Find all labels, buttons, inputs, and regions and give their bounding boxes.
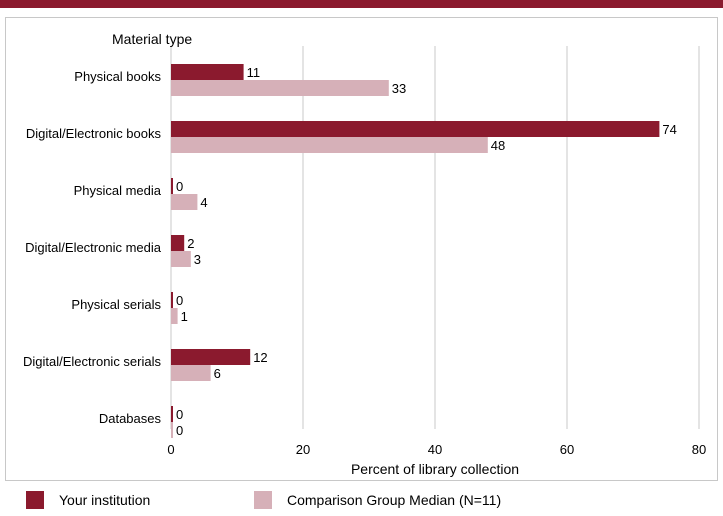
bar-institution-2: [171, 178, 173, 194]
data-label-comparison-3: 3: [194, 252, 201, 267]
bar-institution-5: [171, 349, 251, 365]
legend-item-institution: Your institution: [26, 488, 150, 512]
x-tick-label-20: 20: [296, 442, 310, 457]
data-label-comparison-6: 0: [176, 423, 183, 438]
top-accent-bar: [0, 0, 723, 8]
bar-institution-0: [171, 64, 244, 80]
bar-comparison-0: [171, 80, 389, 96]
bar-comparison-3: [171, 251, 191, 267]
data-label-comparison-5: 6: [214, 366, 221, 381]
data-label-comparison-4: 1: [181, 309, 188, 324]
data-label-comparison-1: 48: [491, 138, 505, 153]
bar-institution-4: [171, 292, 173, 308]
x-tick-label-40: 40: [428, 442, 442, 457]
x-tick-label-80: 80: [692, 442, 706, 457]
category-label-0: Physical books: [74, 69, 161, 84]
category-label-4: Physical serials: [71, 297, 161, 312]
bar-institution-1: [171, 121, 660, 137]
data-label-institution-0: 11: [247, 65, 261, 80]
chart-legend: Your institution Comparison Group Median…: [0, 488, 723, 512]
legend-swatch-comparison: [254, 491, 272, 509]
data-label-institution-1: 74: [662, 122, 676, 137]
category-label-6: Databases: [99, 411, 162, 426]
data-label-comparison-0: 33: [392, 81, 406, 96]
bar-comparison-6: [171, 422, 173, 438]
bar-comparison-2: [171, 194, 198, 210]
x-tick-label-0: 0: [167, 442, 174, 457]
data-label-comparison-2: 4: [200, 195, 207, 210]
category-label-2: Physical media: [74, 183, 162, 198]
data-label-institution-2: 0: [176, 179, 183, 194]
x-tick-label-60: 60: [560, 442, 574, 457]
category-axis-title: Material type: [112, 31, 192, 47]
category-label-5: Digital/Electronic serials: [23, 354, 161, 369]
legend-label-comparison: Comparison Group Median (N=11): [287, 492, 502, 508]
legend-item-comparison: Comparison Group Median (N=11): [254, 488, 501, 512]
category-label-1: Digital/Electronic books: [26, 126, 162, 141]
category-label-3: Digital/Electronic media: [25, 240, 162, 255]
data-label-institution-3: 2: [187, 236, 194, 251]
legend-label-institution: Your institution: [59, 492, 151, 508]
data-label-institution-4: 0: [176, 293, 183, 308]
bar-institution-6: [171, 406, 173, 422]
data-label-institution-6: 0: [176, 407, 183, 422]
x-axis-title: Percent of library collection: [351, 461, 519, 477]
bar-comparison-1: [171, 137, 488, 153]
data-label-institution-5: 12: [253, 350, 267, 365]
bar-institution-3: [171, 235, 185, 251]
legend-swatch-institution: [26, 491, 44, 509]
bar-comparison-4: [171, 308, 178, 324]
bar-comparison-5: [171, 365, 211, 381]
